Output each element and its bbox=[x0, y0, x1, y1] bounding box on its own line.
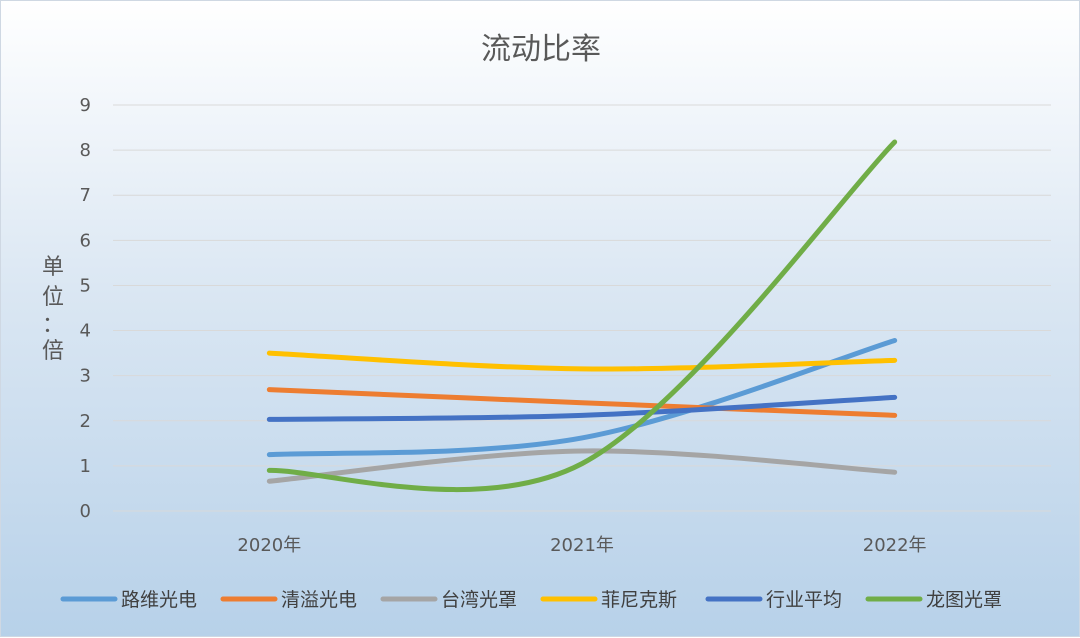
y-tick-label: 6 bbox=[80, 230, 91, 251]
series-lines bbox=[266, 139, 898, 493]
y-axis-label-char-1: 单 bbox=[42, 255, 64, 280]
series-line bbox=[266, 350, 898, 372]
y-tick-label: 1 bbox=[80, 456, 91, 477]
y-tick-label: 8 bbox=[80, 140, 91, 161]
legend-label: 清溢光电 bbox=[281, 589, 357, 611]
x-tick-label: 2021年 bbox=[550, 535, 614, 556]
series-line bbox=[266, 337, 898, 458]
x-tick-label: 2022年 bbox=[863, 535, 927, 556]
series-line bbox=[266, 448, 898, 484]
legend-label: 菲尼克斯 bbox=[601, 589, 677, 611]
y-tick-label: 0 bbox=[80, 501, 91, 522]
legend-label: 龙图光罩 bbox=[926, 589, 1002, 611]
y-tick-label: 4 bbox=[80, 321, 91, 342]
legend: 路维光电 清溢光电 台湾光罩 菲尼克斯 行业平均 龙图光罩 bbox=[60, 589, 1002, 611]
legend-label: 路维光电 bbox=[121, 589, 197, 611]
y-tick-label: 9 bbox=[80, 95, 91, 116]
chart-title: 流动比率 bbox=[481, 32, 601, 67]
legend-label: 台湾光罩 bbox=[441, 589, 517, 611]
y-tick-label: 2 bbox=[80, 411, 91, 432]
y-tick-label: 3 bbox=[80, 366, 91, 387]
series-line bbox=[266, 387, 898, 418]
x-axis-ticks: 2020年 2021年 2022年 bbox=[237, 535, 926, 556]
series-line bbox=[266, 394, 898, 422]
x-tick-label: 2020年 bbox=[237, 535, 301, 556]
series-line bbox=[266, 139, 898, 493]
y-axis-label-char-4: 倍 bbox=[42, 339, 64, 364]
y-axis-ticks: 0 1 2 3 4 5 6 7 8 9 bbox=[80, 95, 91, 522]
y-axis-label-char-3: ： bbox=[42, 313, 64, 338]
y-tick-label: 7 bbox=[80, 185, 91, 206]
y-tick-label: 5 bbox=[80, 275, 91, 296]
y-axis-label-char-2: 位 bbox=[42, 285, 64, 310]
legend-label: 行业平均 bbox=[766, 589, 842, 611]
